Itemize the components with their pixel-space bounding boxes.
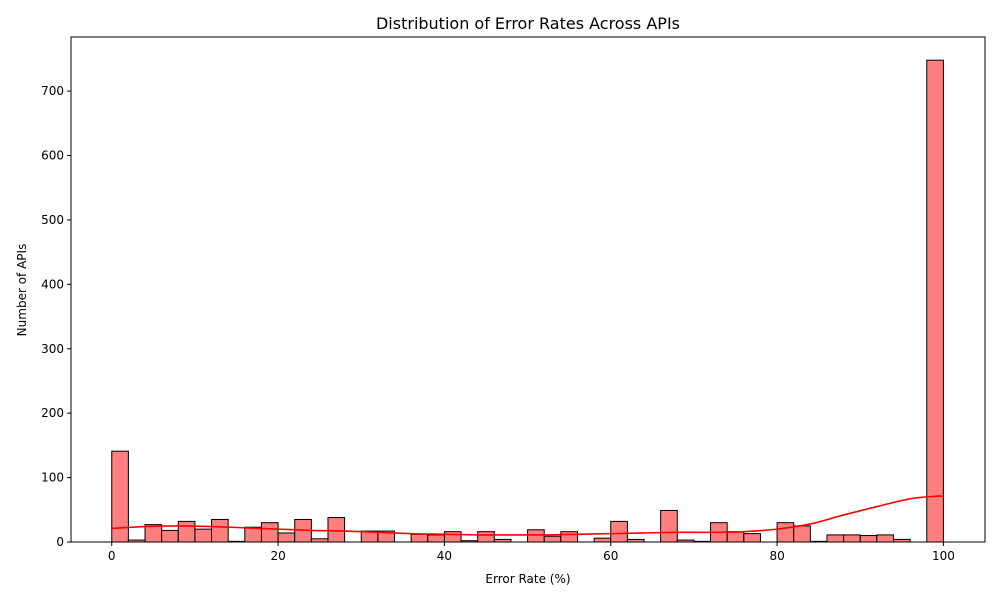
- histogram-bar: [660, 509, 678, 543]
- x-tick-label: 100: [932, 549, 955, 563]
- histogram-bar: [926, 59, 944, 543]
- y-tick-label: 300: [41, 342, 64, 356]
- histogram-bar: [477, 531, 495, 543]
- x-tick-label: 40: [437, 549, 452, 563]
- histogram-bar: [876, 534, 895, 543]
- histogram-bar: [593, 537, 612, 543]
- y-tick-label: 100: [41, 471, 64, 485]
- y-tick-label: 400: [41, 277, 64, 291]
- y-axis-title: Number of APIs: [15, 244, 29, 337]
- histogram-bar: [260, 522, 279, 543]
- x-ticks-group: 0 20 40 60 80 100: [108, 542, 955, 563]
- chart-title: Distribution of Error Rates Across APIs: [376, 14, 680, 33]
- histogram-bar: [859, 535, 878, 543]
- histogram-bar: [776, 522, 795, 543]
- histogram-bar: [244, 526, 262, 543]
- y-tick-label: 0: [56, 535, 64, 549]
- histogram-bar: [527, 529, 545, 543]
- histogram-bar: [743, 533, 761, 543]
- histogram-bar: [161, 529, 179, 543]
- y-ticks-group: 0 100 200 300 400 500 600 700: [41, 84, 71, 549]
- x-axis-title: Error Rate (%): [485, 572, 570, 586]
- histogram-bar: [560, 531, 578, 543]
- histogram-bar: [211, 518, 229, 543]
- histogram-bar: [793, 525, 811, 543]
- bars-group: [111, 59, 944, 543]
- plot-frame: [70, 36, 986, 543]
- x-tick-label: 0: [108, 549, 116, 563]
- x-tick-label: 20: [270, 549, 285, 563]
- histogram-bar: [410, 533, 429, 543]
- histogram-bar: [427, 534, 445, 543]
- histogram-bar: [726, 531, 745, 543]
- histogram-bar: [194, 528, 213, 543]
- histogram-bar: [843, 534, 861, 543]
- y-tick-label: 200: [41, 406, 64, 420]
- histogram-bar: [826, 534, 845, 543]
- histogram-bar: [327, 517, 346, 543]
- kde-group: [111, 495, 944, 536]
- x-tick-label: 60: [603, 549, 618, 563]
- y-tick-label: 700: [41, 84, 64, 98]
- y-tick-label: 600: [41, 149, 64, 163]
- histogram-bar: [543, 535, 562, 543]
- histogram-bar: [177, 520, 196, 543]
- histogram-bar: [277, 532, 296, 543]
- histogram-bar: [443, 531, 462, 543]
- kde-curve: [111, 495, 944, 536]
- y-tick-label: 500: [41, 213, 64, 227]
- histogram-bar: [610, 520, 628, 543]
- x-tick-label: 80: [769, 549, 784, 563]
